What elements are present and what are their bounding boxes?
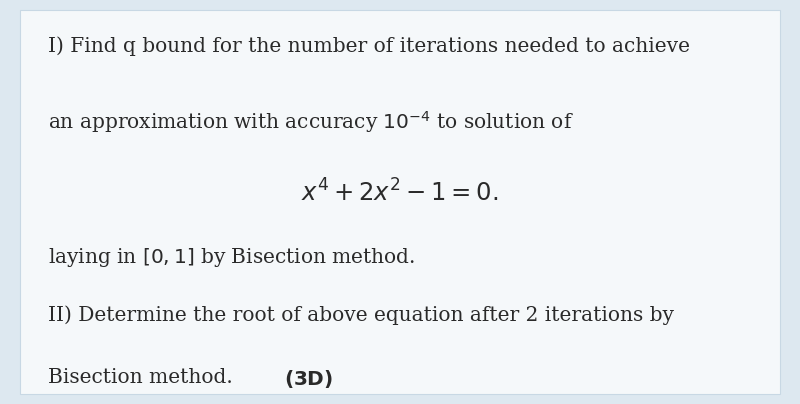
FancyBboxPatch shape: [20, 10, 780, 394]
Text: $x^4 + 2x^2 - 1 = 0.$: $x^4 + 2x^2 - 1 = 0.$: [302, 180, 498, 207]
Text: $\mathbf{(3D)}$: $\mathbf{(3D)}$: [284, 368, 333, 389]
Text: laying in $[0,1]$ by Bisection method.: laying in $[0,1]$ by Bisection method.: [48, 246, 415, 269]
Text: I) Find q bound for the number of iterations needed to achieve: I) Find q bound for the number of iterat…: [48, 36, 690, 56]
Text: Bisection method.: Bisection method.: [48, 368, 239, 387]
Text: II) Determine the root of above equation after 2 iterations by: II) Determine the root of above equation…: [48, 305, 674, 325]
Text: an approximation with accuracy $10^{-4}$ to solution of: an approximation with accuracy $10^{-4}$…: [48, 109, 574, 135]
